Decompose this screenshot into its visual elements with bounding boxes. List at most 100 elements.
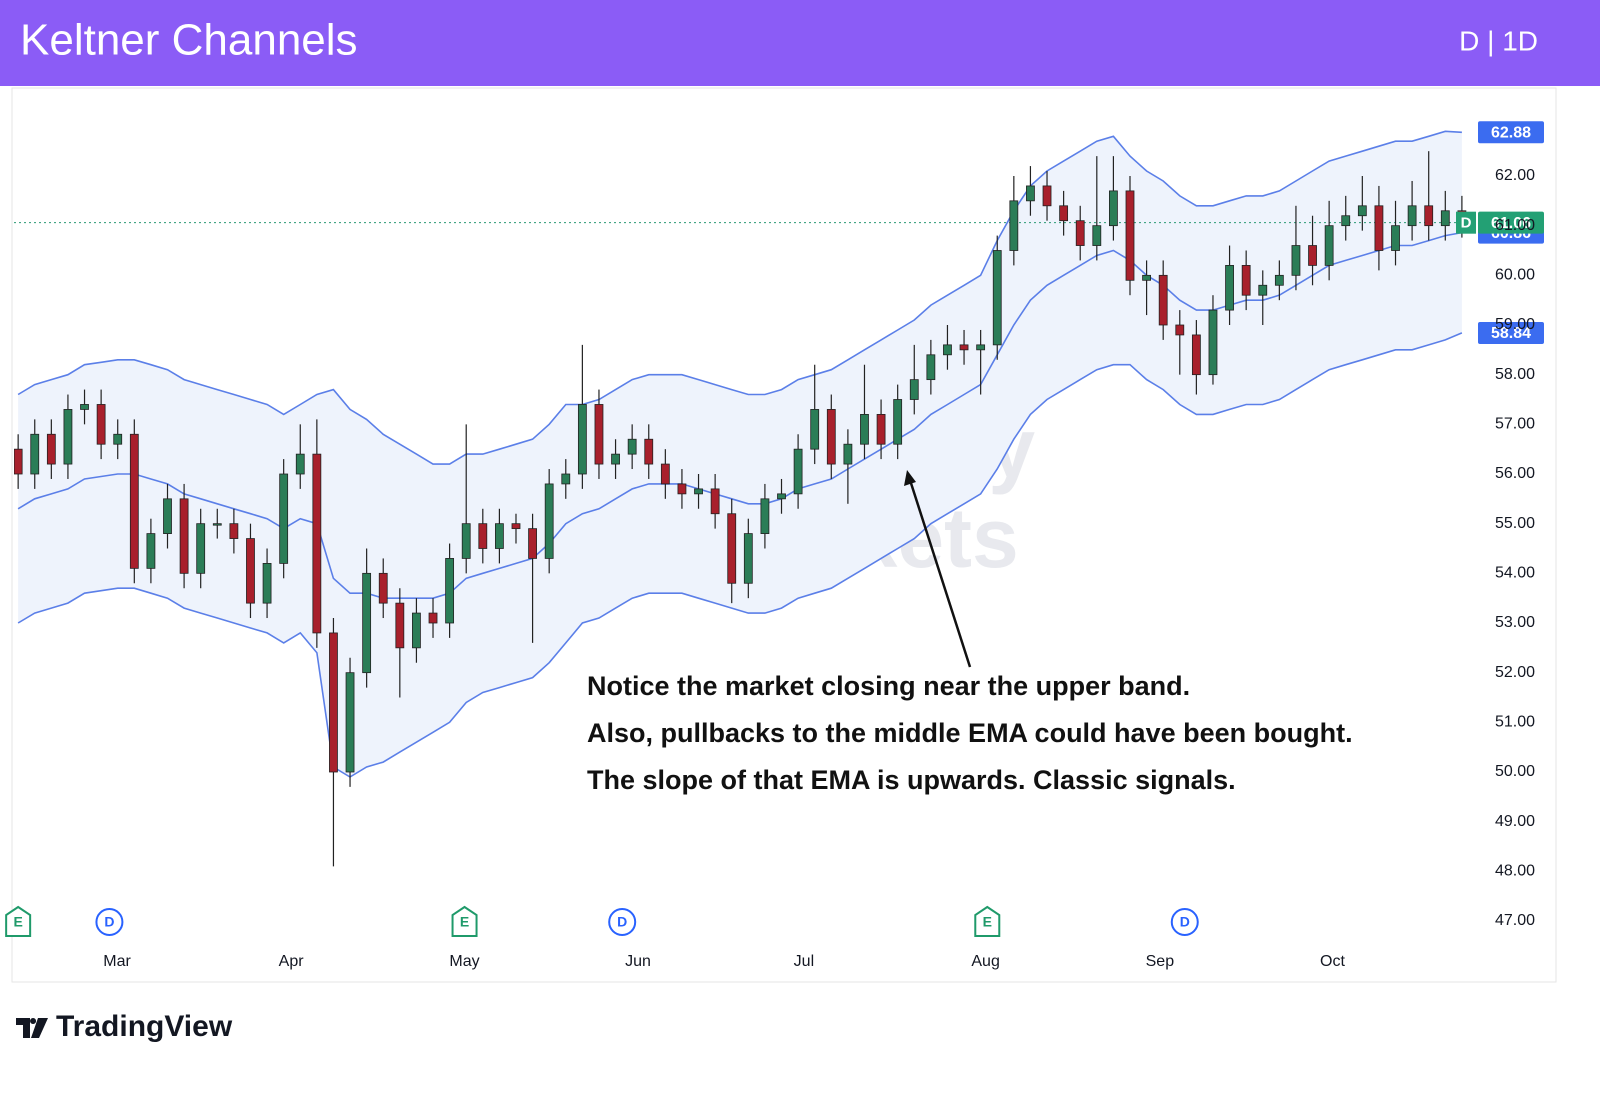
y-tick-label: 51.00 <box>1495 714 1535 731</box>
candle-body <box>528 528 537 559</box>
y-tick-label: 54.00 <box>1495 565 1535 582</box>
candle-body <box>212 523 222 526</box>
interval: D | 1D <box>1459 25 1538 56</box>
candle-body <box>777 493 786 500</box>
candle-body <box>1324 225 1334 266</box>
candle-body <box>312 453 322 634</box>
band-upper <box>17 130 1462 465</box>
candle-body <box>943 344 952 356</box>
y-tick-label: 62.00 <box>1495 167 1535 184</box>
band-middle <box>17 231 1463 600</box>
candle-body <box>1092 225 1102 246</box>
chart-title: Keltner Channels <box>20 16 358 65</box>
price-badge-label: 61.06 <box>1491 215 1531 232</box>
event-marker <box>608 908 637 936</box>
candle-body <box>63 409 73 465</box>
candle-body <box>129 433 139 569</box>
event-label: D <box>1180 914 1190 930</box>
x-tick-label: Sep <box>1146 953 1175 970</box>
candle-body <box>1208 309 1218 376</box>
event-label: D <box>104 914 114 930</box>
candle-body <box>860 413 869 445</box>
candle-body <box>694 488 703 495</box>
candle-body <box>1407 205 1417 227</box>
candle-body <box>1026 185 1035 202</box>
y-tick-label: 60.00 <box>1495 267 1535 284</box>
annotation-text: Notice the market closing near the upper… <box>587 671 1190 701</box>
candle-body <box>146 533 156 569</box>
candle-body <box>1059 205 1069 222</box>
candle-body <box>1225 264 1234 311</box>
candle-body <box>1357 205 1367 217</box>
candle-body <box>561 473 571 485</box>
candle-body <box>1424 205 1434 227</box>
y-tick-label: 58.00 <box>1495 366 1535 383</box>
candle-body <box>1158 274 1168 326</box>
candle-body <box>1109 190 1118 227</box>
candle-body <box>1241 264 1251 296</box>
y-tick-label: 49.00 <box>1495 813 1535 830</box>
y-tick-label: 53.00 <box>1495 614 1535 631</box>
candle-body <box>229 523 239 539</box>
annotation-arrow <box>908 479 972 668</box>
plot-area: AlchemyMarkets <box>14 130 1476 867</box>
candle-body <box>544 483 554 559</box>
y-tick-label: 61.00 <box>1495 217 1535 234</box>
tv-logo <box>16 1018 48 1038</box>
event-marker <box>1170 908 1199 936</box>
candle-body <box>30 433 40 475</box>
candle-body <box>743 533 753 584</box>
price-badge-label: 58.84 <box>1491 325 1531 342</box>
candle-body <box>660 463 670 485</box>
y-tick-label: 48.00 <box>1495 863 1535 880</box>
candle-body <box>644 438 654 465</box>
candle-body <box>163 498 172 535</box>
candle-body <box>826 409 836 465</box>
candle-body <box>1042 185 1052 207</box>
candle-body <box>511 523 521 530</box>
candle-body <box>1175 324 1185 336</box>
last-marker: D <box>1461 215 1472 232</box>
y-tick-label: 50.00 <box>1495 763 1535 780</box>
candle-body <box>1075 220 1085 246</box>
footer-brand: TradingView <box>56 1010 233 1043</box>
x-tick-label: Jun <box>625 953 651 970</box>
event-label: E <box>460 914 469 930</box>
candle-body <box>1391 225 1400 251</box>
candle-body <box>677 483 687 495</box>
y-tick-label: 57.00 <box>1495 416 1535 433</box>
x-tick-label: Aug <box>971 953 999 970</box>
candle-body <box>1374 205 1384 251</box>
candle-body <box>246 538 255 604</box>
y-tick-label: 55.00 <box>1495 515 1535 532</box>
y-tick-label: 52.00 <box>1495 664 1535 681</box>
x-tick-label: Mar <box>103 953 131 970</box>
price-badge <box>1478 321 1544 344</box>
event-marker <box>451 905 478 937</box>
candle-body <box>1291 245 1301 276</box>
candle-body <box>760 498 770 535</box>
candle-body <box>1440 210 1450 227</box>
candle-body <box>1191 334 1201 376</box>
annotation-text: The slope of that EMA is upwards. Classi… <box>587 765 1236 795</box>
event-label: D <box>617 914 627 930</box>
candle-body <box>46 433 56 465</box>
candle-body <box>494 523 504 549</box>
x-tick-label: Apr <box>279 953 305 970</box>
price-badge-label: 62.88 <box>1491 125 1531 142</box>
candle-body <box>445 558 455 624</box>
candle-body <box>727 513 737 584</box>
candle-body <box>80 404 89 410</box>
band-lower <box>17 332 1463 778</box>
candle-body <box>395 602 405 649</box>
x-tick-label: Jul <box>794 953 814 970</box>
candle-body <box>478 523 488 549</box>
candle-body <box>893 399 903 445</box>
candle-body <box>96 404 106 445</box>
event-marker <box>95 908 124 936</box>
candle-body <box>1142 274 1151 281</box>
candle-body <box>412 612 421 649</box>
candle-body <box>1125 190 1135 281</box>
candle-body <box>594 404 604 465</box>
